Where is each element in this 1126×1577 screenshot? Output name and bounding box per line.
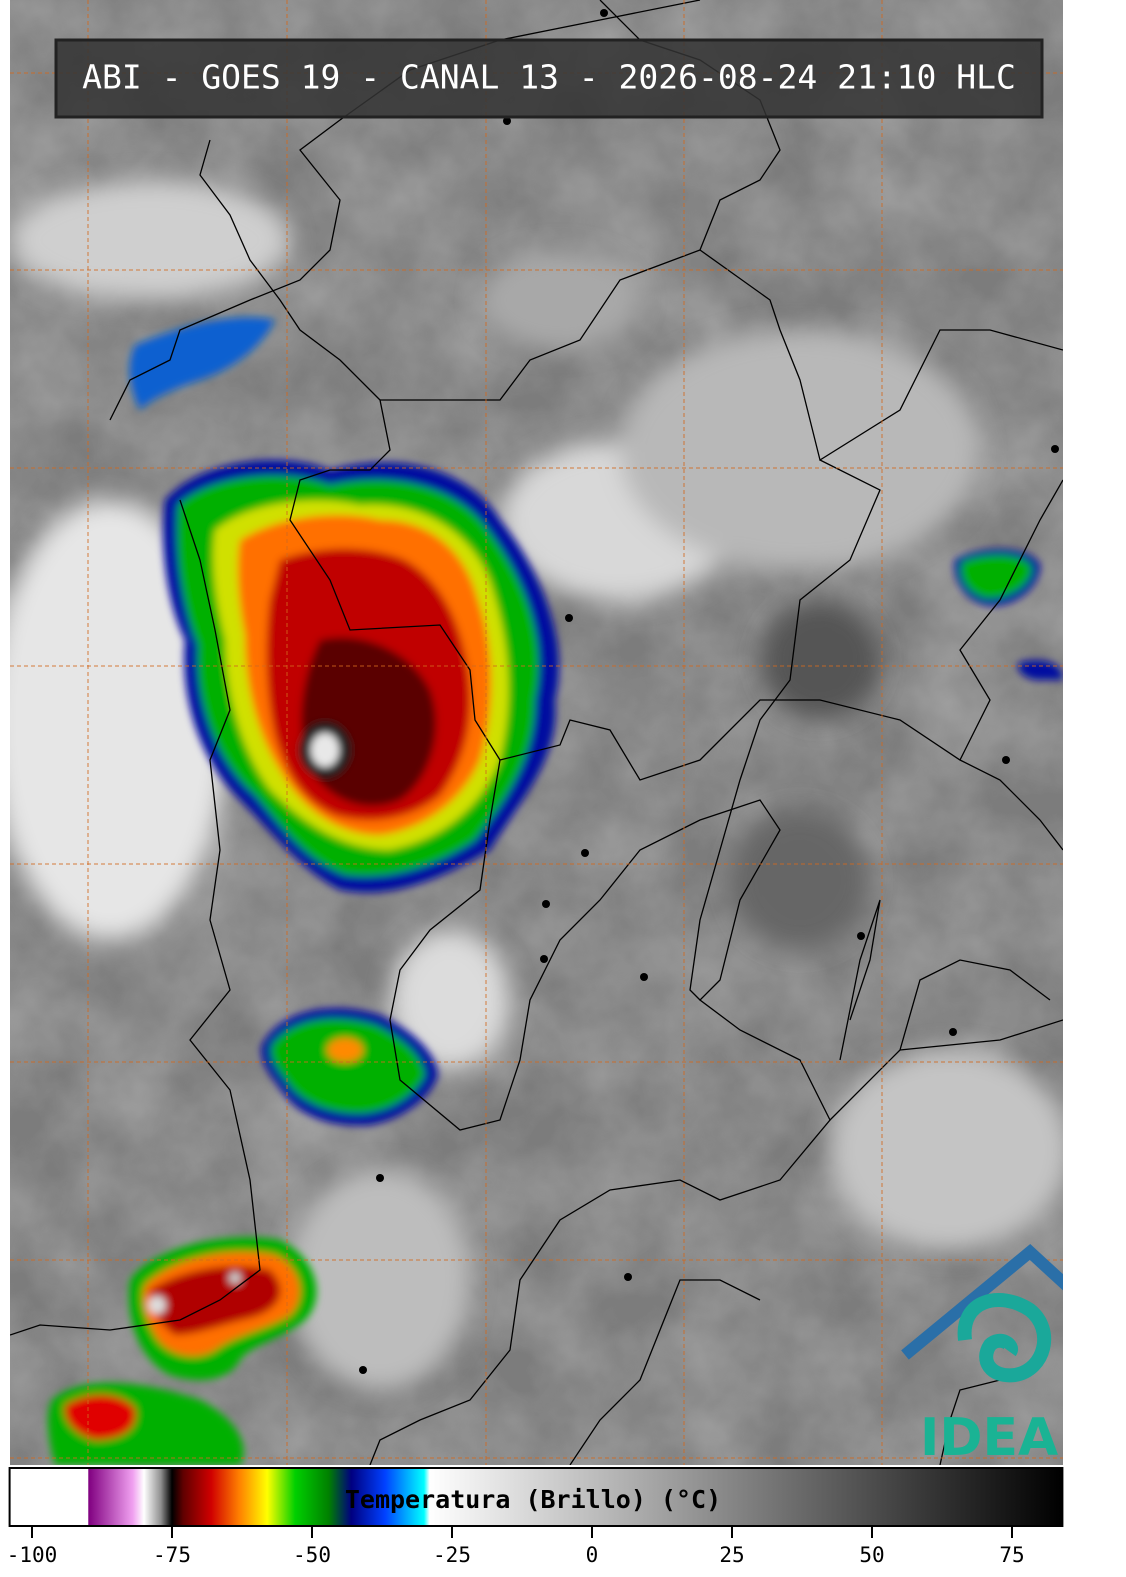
colorbar-tick-label: -50 bbox=[293, 1543, 331, 1567]
title-box: ABI - GOES 19 - CANAL 13 - 2026-08-24 21… bbox=[54, 38, 1044, 119]
colorbar-label: Temperatura (Brillo) (°C) bbox=[345, 1485, 721, 1514]
colorbar-tick-label: -25 bbox=[433, 1543, 471, 1567]
storm-south bbox=[48, 1237, 317, 1465]
colorbar-tick-label: 50 bbox=[859, 1543, 884, 1567]
colorbar-tick-label: -75 bbox=[153, 1543, 191, 1567]
logo-text: IDEAM bbox=[920, 1408, 1110, 1468]
colorbar-tick-label: 0 bbox=[586, 1543, 599, 1567]
satellite-map: IDEAM bbox=[10, 0, 1110, 1468]
storm-east bbox=[129, 317, 1063, 680]
title: ABI - GOES 19 - CANAL 13 - 2026-08-24 21… bbox=[82, 58, 1016, 97]
colorbar-tick-label: -100 bbox=[7, 1543, 58, 1567]
lat-lon-grid bbox=[10, 0, 1063, 1465]
colorbar-fill bbox=[8, 1467, 1064, 1527]
storm-middle bbox=[261, 1008, 438, 1126]
city-dots bbox=[359, 9, 1059, 1374]
ideam-logo: IDEAM bbox=[901, 1244, 1110, 1468]
storm-main bbox=[163, 460, 559, 893]
colorbar: Temperatura (Brillo) (°C) -100 -75 -50 -25 0 2… bbox=[7, 1467, 1064, 1567]
title-background bbox=[54, 38, 1044, 119]
colorbar-tick-label: 75 bbox=[999, 1543, 1024, 1567]
colorbar-tick-label: 25 bbox=[719, 1543, 744, 1567]
